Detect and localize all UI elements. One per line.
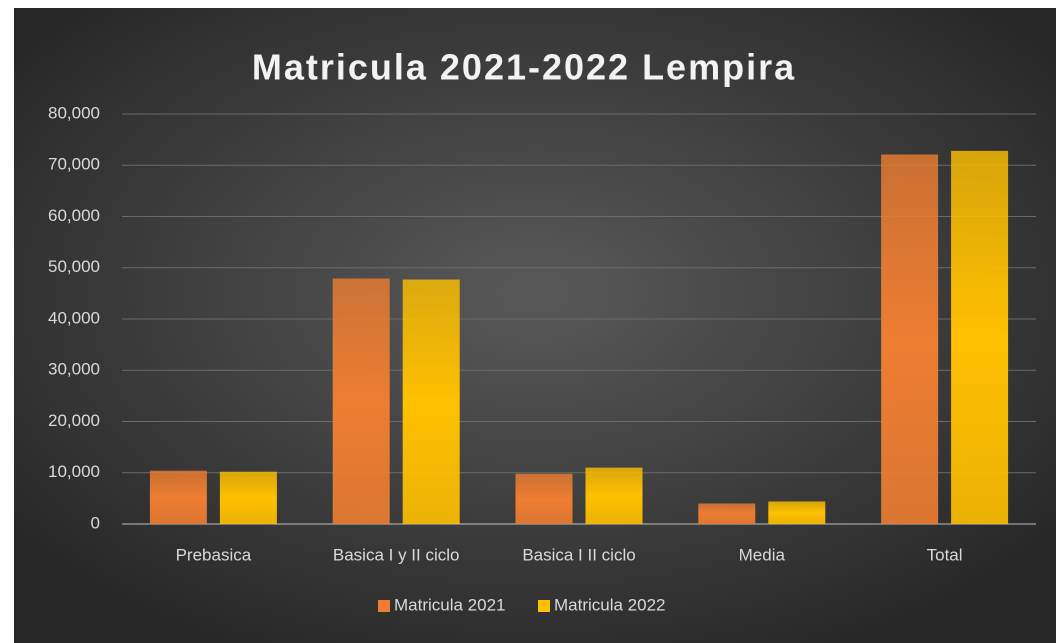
y-tick-label: 80,000: [48, 103, 100, 122]
legend-label: Matricula 2022: [554, 595, 666, 614]
y-tick-label: 20,000: [48, 411, 100, 430]
y-tick-label: 60,000: [48, 206, 100, 225]
y-tick-label: 30,000: [48, 360, 100, 379]
bar: [881, 154, 939, 525]
x-tick-label: Prebasica: [176, 545, 252, 564]
bar: [951, 150, 1009, 524]
x-tick-label: Total: [927, 545, 963, 564]
y-tick-label: 0: [91, 513, 100, 532]
y-tick-label: 50,000: [48, 257, 100, 276]
legend-swatch: [538, 600, 550, 612]
bar: [332, 278, 390, 524]
chart-title: Matricula 2021-2022 Lempira: [252, 47, 796, 88]
bar: [768, 501, 826, 524]
legend-swatch: [378, 600, 390, 612]
x-tick-label: Media: [739, 545, 786, 564]
bar: [149, 470, 207, 524]
bar: [585, 467, 643, 524]
y-tick-label: 40,000: [48, 308, 100, 327]
bar: [402, 279, 460, 524]
bar: [698, 503, 756, 524]
x-tick-label: Basica I II ciclo: [522, 545, 635, 564]
legend-label: Matricula 2021: [394, 595, 506, 614]
bar: [515, 473, 573, 524]
y-tick-label: 10,000: [48, 462, 100, 481]
bar: [219, 471, 277, 524]
x-tick-label: Basica I y II ciclo: [333, 545, 460, 564]
y-tick-label: 70,000: [48, 155, 100, 174]
